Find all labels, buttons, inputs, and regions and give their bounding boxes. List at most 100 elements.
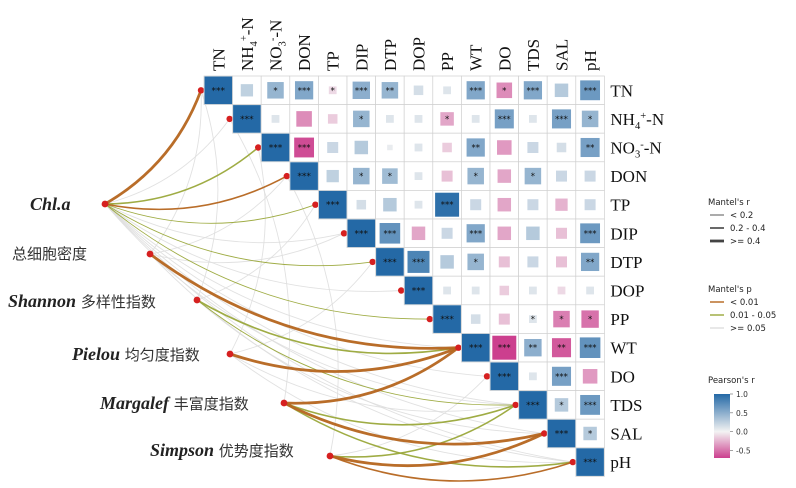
mantel-link [149,253,516,406]
significance-label: * [359,172,363,182]
correlation-square [379,223,401,244]
correlation-square [527,199,539,211]
significance-label: *** [584,401,597,411]
correlation-square [294,81,314,100]
diagonal-square [433,305,461,333]
correlation-square [498,256,510,268]
significance-label: *** [498,115,511,125]
significance-label: * [588,115,592,125]
link-origin-dot [101,200,109,208]
correlation-square [497,226,512,241]
biotic-index-labels: Chl.a 总细胞密度 Shannon 多样性指数 Pielou 均匀度指数 Marga… [8,194,294,460]
mantel-link [283,402,573,468]
correlation-square [466,224,485,243]
column-label: DOP [410,37,429,71]
correlation-square [494,109,514,129]
column-label: TDS [524,39,543,71]
correlation-square [551,366,572,386]
correlation-square [524,339,542,357]
legend-title-mantel-p: Mantel's p [708,285,752,295]
pearson-colorbar [714,394,730,458]
correlation-square [584,170,596,182]
correlation-square [440,112,454,126]
column-label: DTP [381,39,400,71]
significance-label: *** [326,201,340,211]
colorbar-tick-label: 1.0 [736,390,748,399]
column-label: TN [209,48,228,71]
link-origin-dot [226,350,234,358]
mantel-link [229,261,373,355]
mantel-link [283,401,545,446]
correlation-square [551,109,572,129]
row-label: TN [610,81,633,100]
correlation-square [496,82,513,99]
significance-label: *** [469,86,482,96]
correlation-square [353,167,370,185]
correlation-square [327,114,338,124]
correlation-square [557,286,566,295]
diagonal-square [576,448,604,476]
mantel-link [229,346,459,373]
mantel-link [329,404,517,458]
correlation-square [555,256,568,268]
correlation-square [555,227,568,239]
row-label: DOP [610,282,644,301]
correlation-square [386,115,394,123]
significance-label: * [474,258,478,268]
mantel-link [104,203,316,224]
correlation-square [443,86,451,95]
correlation-square [470,314,481,324]
correlation-square [407,250,430,273]
biotic-label-pielou: Pielou 均匀度指数 [71,344,200,364]
significance-label: *** [498,372,512,382]
legend-title-pearson: Pearson's r [708,376,755,386]
correlation-square [497,140,512,155]
biotic-label-margalef: Margalef 丰富度指数 [99,393,249,413]
link-origin-dot [280,399,288,407]
correlation-square [382,168,398,184]
link-endpoint-dot [483,373,491,380]
mantel-link [104,175,288,211]
correlation-square [240,84,254,97]
column-label: SAL [553,39,572,71]
diagonal-square [490,362,519,391]
mantel-link [104,203,459,349]
link-endpoint-dot [369,258,376,266]
column-label: NO3--N [267,20,289,71]
diagonal-square [461,333,490,362]
significance-label: *** [212,86,226,96]
mantel-link [149,90,202,255]
significance-label: *** [297,172,311,182]
correlation-square [383,197,397,212]
mantel-link [196,299,459,355]
row-labels: TN NH4+-N NO3--N DON TP DIP DTP DOP PP WT DO TDS SAL… [610,81,664,472]
column-label: DIP [352,44,371,71]
significance-label: *** [298,144,311,154]
correlation-square [356,199,367,210]
mantel-link [104,203,402,292]
mantel-link [149,252,459,350]
correlation-square [326,169,339,183]
mantel-link [229,353,516,412]
correlation-square [440,255,454,269]
correlation-square [551,338,572,358]
mantel-link [283,402,516,426]
correlation-square [442,142,452,153]
mantel-link [104,146,259,205]
correlation-square [554,398,569,412]
biotic-label-density: 总细胞密度 [12,245,87,263]
significance-label: * [273,86,277,96]
significance-label: *** [355,86,368,96]
significance-label: * [502,86,506,96]
diagonal-square [547,419,576,448]
link-endpoint-dot [541,430,548,437]
significance-label: * [531,172,535,182]
diagonal-square [233,105,261,133]
correlation-square [414,200,423,209]
correlation-square [328,86,337,95]
correlation-square [580,137,600,158]
correlation-square [441,227,453,239]
significance-label: *** [527,86,540,96]
link-origin-dot [193,296,201,304]
significance-label: *** [555,430,569,440]
